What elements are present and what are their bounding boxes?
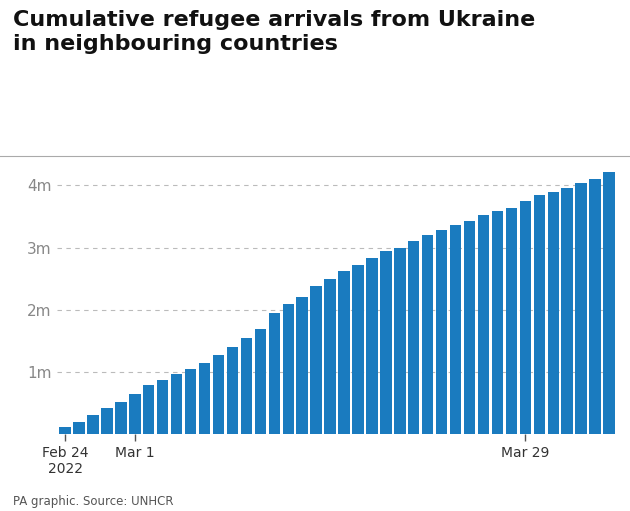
Bar <box>436 229 447 434</box>
Bar <box>171 374 182 434</box>
Bar <box>464 221 475 434</box>
Bar <box>589 179 601 434</box>
Bar <box>352 265 364 434</box>
Bar <box>255 329 266 434</box>
Bar <box>73 422 84 434</box>
Bar <box>520 201 531 434</box>
Bar <box>282 304 294 434</box>
Bar <box>227 347 238 434</box>
Bar <box>408 241 420 434</box>
Bar <box>394 247 406 434</box>
Text: Cumulative refugee arrivals from Ukraine
in neighbouring countries: Cumulative refugee arrivals from Ukraine… <box>13 10 535 54</box>
Bar <box>157 380 168 434</box>
Text: PA graphic. Source: UNHCR: PA graphic. Source: UNHCR <box>13 496 173 508</box>
Bar <box>199 363 210 434</box>
Bar <box>311 286 322 434</box>
Bar <box>366 258 377 434</box>
Bar <box>297 297 308 434</box>
Bar <box>268 313 280 434</box>
Bar <box>87 415 99 434</box>
Bar <box>478 215 490 434</box>
Bar <box>241 338 252 434</box>
Bar <box>115 402 127 434</box>
Bar <box>575 183 587 434</box>
Bar <box>492 211 503 434</box>
Bar <box>213 355 224 434</box>
Bar <box>143 385 154 434</box>
Bar <box>101 408 113 434</box>
Bar <box>59 427 71 434</box>
Bar <box>547 192 559 434</box>
Bar <box>534 195 545 434</box>
Bar <box>129 394 140 434</box>
Bar <box>604 172 615 434</box>
Bar <box>422 235 433 434</box>
Bar <box>450 224 461 434</box>
Bar <box>561 189 573 434</box>
Bar <box>324 278 336 434</box>
Bar <box>380 251 392 434</box>
Bar <box>506 208 517 434</box>
Bar <box>338 271 350 434</box>
Bar <box>185 369 197 434</box>
